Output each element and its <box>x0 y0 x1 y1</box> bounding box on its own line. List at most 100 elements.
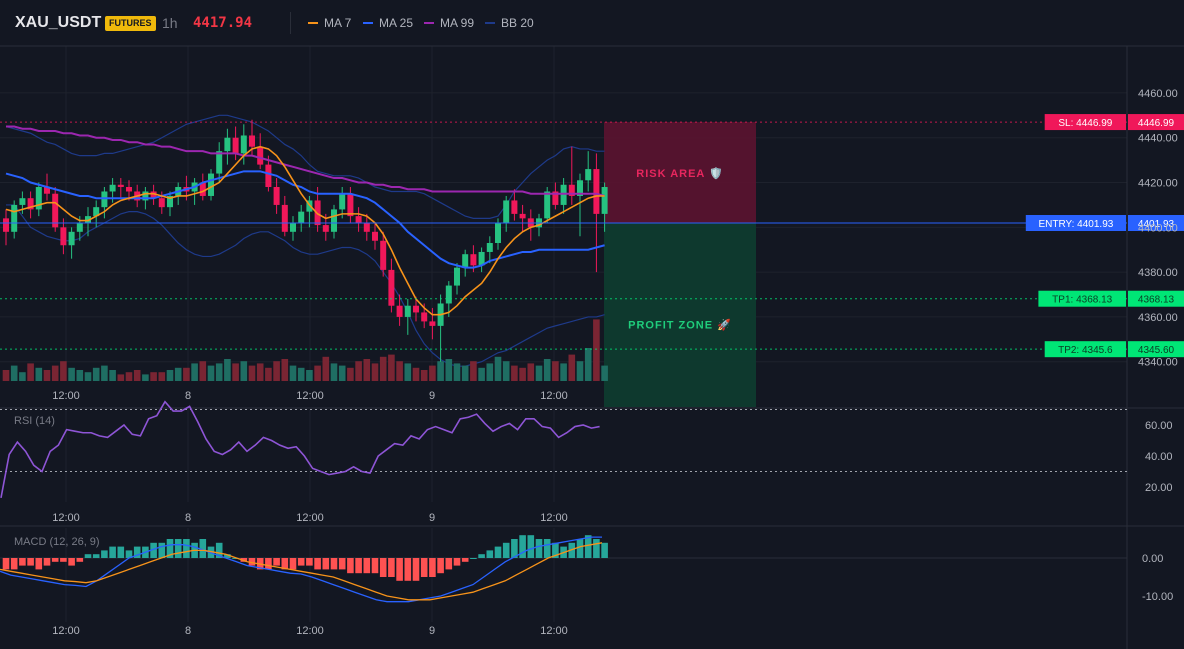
bollinger-bands <box>5 114 605 367</box>
macd-histogram-bar <box>494 546 502 558</box>
macd-histogram-bar <box>19 558 26 566</box>
macd-histogram-bar <box>101 550 108 558</box>
candle-body <box>117 184 124 188</box>
price-tick: 4360.00 <box>1138 312 1178 324</box>
macd-histogram-bar <box>265 558 272 570</box>
macd-histogram-bar <box>322 558 330 570</box>
volume-bar <box>191 363 198 381</box>
legend-bb20[interactable]: BB 20 <box>485 16 534 30</box>
tp1-label-box <box>1038 290 1126 307</box>
volume-bar <box>404 363 412 381</box>
candle-body <box>199 182 206 196</box>
macd-histogram-bar <box>412 558 420 581</box>
macd-histogram-bar <box>437 558 444 574</box>
macd-histogram-bar <box>10 558 18 570</box>
macd-histogram-bar <box>27 558 34 566</box>
macd-histogram-bar <box>133 546 141 558</box>
macd-histogram-bar <box>511 539 518 558</box>
macd-histogram-bar <box>593 539 600 558</box>
rsi-tick: 20.00 <box>1145 482 1173 494</box>
volume-bar <box>101 365 108 381</box>
candle-body <box>331 209 337 232</box>
risk-area-zone <box>604 122 756 223</box>
macd-histogram-bar <box>355 558 362 574</box>
candle-body <box>273 187 280 205</box>
volume-bar <box>19 372 26 381</box>
legend-ma7[interactable]: MA 7 <box>308 16 351 30</box>
candle-body <box>3 218 9 232</box>
macd-histogram-bar <box>388 558 395 577</box>
candle-body <box>93 207 100 217</box>
macd-histogram-bar <box>470 558 477 559</box>
candle-body <box>421 312 428 322</box>
volume-bar <box>535 365 543 381</box>
symbol-name[interactable]: XAU_USDT <box>15 14 102 31</box>
macd-histogram-bar <box>248 558 256 566</box>
legend-ma99[interactable]: MA 99 <box>424 16 474 30</box>
candle-body <box>167 195 173 208</box>
volume-bar <box>166 370 174 381</box>
candle-body <box>404 305 411 317</box>
time-tick: 12:00 <box>540 390 568 402</box>
candle-body <box>339 193 346 210</box>
candle-body <box>552 191 559 205</box>
volume-bar <box>461 365 469 381</box>
volume-bar <box>150 372 157 381</box>
macd-histogram-bar <box>396 558 403 581</box>
macd-histogram-bar <box>404 558 412 581</box>
volume-bar <box>68 367 75 381</box>
volume-bar <box>543 359 551 381</box>
volume-bar <box>2 370 10 381</box>
macd-histogram-bar <box>232 558 239 559</box>
ma7-swatch <box>308 21 318 24</box>
volume-bar <box>429 365 436 381</box>
volume-bar <box>199 361 207 381</box>
price-tick: 4400.00 <box>1138 222 1178 234</box>
volume-bar <box>289 365 297 381</box>
price-tick: 4380.00 <box>1138 267 1178 279</box>
candle-body <box>396 305 403 317</box>
timeframe-label[interactable]: 1h <box>162 15 178 31</box>
candle-body <box>281 204 288 232</box>
time-tick: 12:00 <box>296 390 324 402</box>
rsi-pane: 60.00 40.00 20.00 <box>0 400 1173 498</box>
macd-histogram-bar <box>215 542 223 558</box>
macd-pane: 0.00 -10.00 <box>0 535 1173 603</box>
candle-body <box>585 169 592 181</box>
candle-body <box>290 222 296 232</box>
macd-histogram-bar <box>125 550 133 558</box>
profit-zone-label: PROFIT ZONE 🚀 <box>628 319 732 332</box>
candle-body <box>363 222 370 232</box>
candle-body <box>232 137 239 154</box>
volume-bar <box>183 367 190 381</box>
macd-histogram-bar <box>429 558 436 577</box>
time-tick: 12:00 <box>52 625 80 637</box>
macd-histogram-bar <box>347 558 354 574</box>
volume-bar <box>519 367 526 381</box>
volume-bar <box>174 367 182 381</box>
candle-body <box>68 231 75 246</box>
macd-tick: 0.00 <box>1142 553 1163 565</box>
sl-label: SL: 4446.99 <box>1058 118 1112 129</box>
volume-bar <box>453 363 461 381</box>
macd-tick: -10.00 <box>1142 591 1173 603</box>
macd-histogram-bar <box>461 558 469 562</box>
macd-histogram-bar <box>314 558 321 570</box>
volume-bar <box>576 361 584 381</box>
candle-body <box>388 269 395 306</box>
macd-histogram-bar <box>527 535 535 558</box>
macd-histogram-bar <box>552 542 559 558</box>
candle-body <box>495 222 501 244</box>
candle-body <box>593 169 600 214</box>
candle-body <box>429 321 436 326</box>
macd-histogram-bar <box>486 550 494 558</box>
volume-bar <box>371 363 379 381</box>
macd-histogram-bar <box>183 539 190 558</box>
macd-histogram-bar <box>51 558 59 562</box>
time-tick: 8 <box>185 512 191 524</box>
candle-body <box>35 187 42 210</box>
macd-histogram-bar <box>478 554 485 558</box>
legend-ma25[interactable]: MA 25 <box>363 16 413 30</box>
candle-body <box>503 200 510 223</box>
